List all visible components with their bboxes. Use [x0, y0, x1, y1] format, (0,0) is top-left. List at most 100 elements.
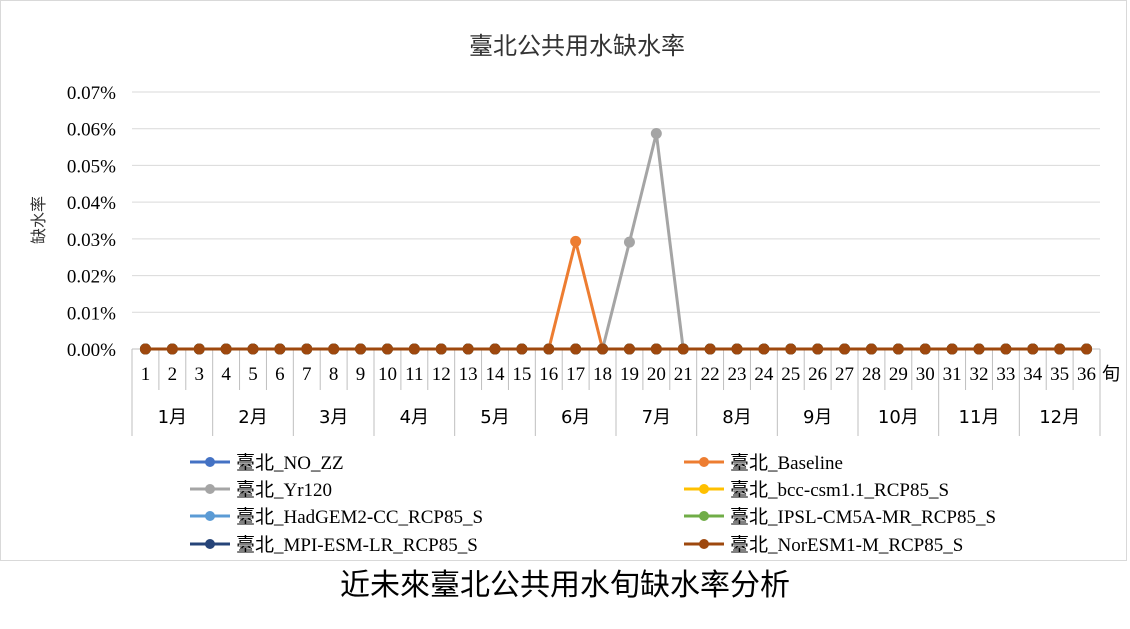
month-label: 4月 [400, 407, 429, 428]
data-point [1000, 343, 1012, 355]
x-tick-label: 14 [486, 364, 506, 385]
legend-marker [699, 539, 709, 549]
data-point [623, 343, 635, 355]
legend-item: 臺北_IPSL-CM5A-MR_RCP85_S [684, 506, 996, 528]
data-point [1081, 343, 1093, 355]
month-label: 2月 [238, 407, 267, 428]
y-tick-labels: 0.00% 0.01% 0.02% 0.03% 0.04% 0.05% 0.06% 0.07% [67, 83, 116, 361]
gridlines [132, 91, 1100, 313]
data-point [166, 343, 178, 355]
data-point [892, 343, 904, 355]
chart-area [0, 0, 1127, 561]
legend-marker [699, 511, 709, 521]
y-tick-label: 0.07% [67, 83, 116, 104]
x-tick-label: 27 [835, 364, 854, 385]
month-label: 10月 [878, 407, 919, 428]
data-point [247, 343, 259, 355]
x-tick-label: 23 [728, 364, 747, 385]
data-point [865, 343, 877, 355]
data-point [839, 343, 851, 355]
x-tick-label: 11 [405, 364, 423, 385]
data-point [462, 343, 474, 355]
legend-item: 臺北_MPI-ESM-LR_RCP85_S [190, 534, 478, 556]
x-tick-label: 21 [674, 364, 693, 385]
month-label: 3月 [319, 407, 348, 428]
series-8 [139, 343, 1093, 355]
y-tick-label: 0.02% [67, 267, 116, 288]
legend-item: 臺北_HadGEM2-CC_RCP85_S [190, 506, 483, 528]
x-tick-label: 15 [512, 364, 531, 385]
data-point [570, 343, 582, 355]
data-point [516, 343, 528, 355]
x-tick-label: 5 [248, 364, 258, 385]
data-point [704, 343, 716, 355]
legend-marker [699, 457, 709, 467]
x-tick-label: 29 [889, 364, 908, 385]
legend-item: 臺北_bcc-csm1.1_RCP85_S [684, 479, 949, 501]
data-point [758, 343, 770, 355]
x-tick-label: 17 [566, 364, 585, 385]
x-tick-label: 22 [701, 364, 720, 385]
x-tick-label: 7 [302, 364, 312, 385]
legend-marker [205, 457, 215, 467]
data-point [435, 343, 447, 355]
x-tick-label: 28 [862, 364, 881, 385]
legend-label: 臺北_Baseline [730, 452, 843, 474]
x-tick-label: 26 [808, 364, 827, 385]
legend-marker [205, 539, 215, 549]
legend-item: 臺北_Baseline [684, 452, 843, 474]
data-point [543, 343, 555, 355]
data-point [597, 343, 609, 355]
x-tick-label: 30 [916, 364, 935, 385]
line-chart: 臺北公共用水缺水率 缺水率 0.00%0.01%0.02%0.03%0.04%0… [29, 32, 1120, 556]
data-point [489, 343, 501, 355]
legend-label: 臺北_NorESM1-M_RCP85_S [730, 534, 963, 556]
x-tick-label: 13 [459, 364, 478, 385]
legend-label: 臺北_HadGEM2-CC_RCP85_S [236, 506, 483, 528]
x-tick-label: 18 [593, 364, 612, 385]
x-tick-label: 31 [943, 364, 962, 385]
data-point [919, 343, 931, 355]
x-axis-unit-label: 旬 [1102, 364, 1120, 385]
data-point [812, 343, 824, 355]
legend-item: 臺北_Yr120 [190, 479, 332, 501]
month-label: 7月 [642, 407, 671, 428]
x-tick-label: 8 [329, 364, 339, 385]
y-tick-label: 0.01% [67, 303, 116, 324]
y-tick-label: 0.00% [67, 340, 116, 361]
legend-label: 臺北_bcc-csm1.1_RCP85_S [730, 479, 949, 501]
x-tick-label: 33 [996, 364, 1015, 385]
data-point [301, 343, 313, 355]
data-point [973, 343, 985, 355]
data-point [328, 343, 340, 355]
data-point [677, 343, 689, 355]
data-point [946, 343, 958, 355]
data-point [381, 343, 393, 355]
month-label: 12月 [1039, 407, 1080, 428]
legend-label: 臺北_MPI-ESM-LR_RCP85_S [236, 534, 478, 556]
x-tick-label: 24 [754, 364, 774, 385]
data-point [570, 235, 582, 247]
data-point [220, 343, 232, 355]
data-point [1054, 343, 1066, 355]
x-tick-label: 19 [620, 364, 639, 385]
data-point [408, 343, 420, 355]
y-tick-label: 0.05% [67, 156, 116, 177]
data-point [355, 343, 367, 355]
data-point [623, 236, 635, 248]
month-label: 1月 [158, 407, 187, 428]
data-point [650, 127, 662, 139]
month-label: 5月 [480, 407, 509, 428]
legend-label: 臺北_NO_ZZ [236, 452, 344, 474]
x-tick-label: 34 [1023, 364, 1043, 385]
legend-marker [205, 484, 215, 494]
x-tick-label: 32 [970, 364, 989, 385]
series-3 [139, 127, 1093, 355]
series-lines [139, 127, 1093, 355]
x-tick-label: 6 [275, 364, 285, 385]
legend-marker [205, 511, 215, 521]
legend-label: 臺北_Yr120 [236, 479, 332, 501]
x-tick-label: 4 [221, 364, 231, 385]
legend-marker [699, 484, 709, 494]
x-tick-label: 1 [141, 364, 151, 385]
